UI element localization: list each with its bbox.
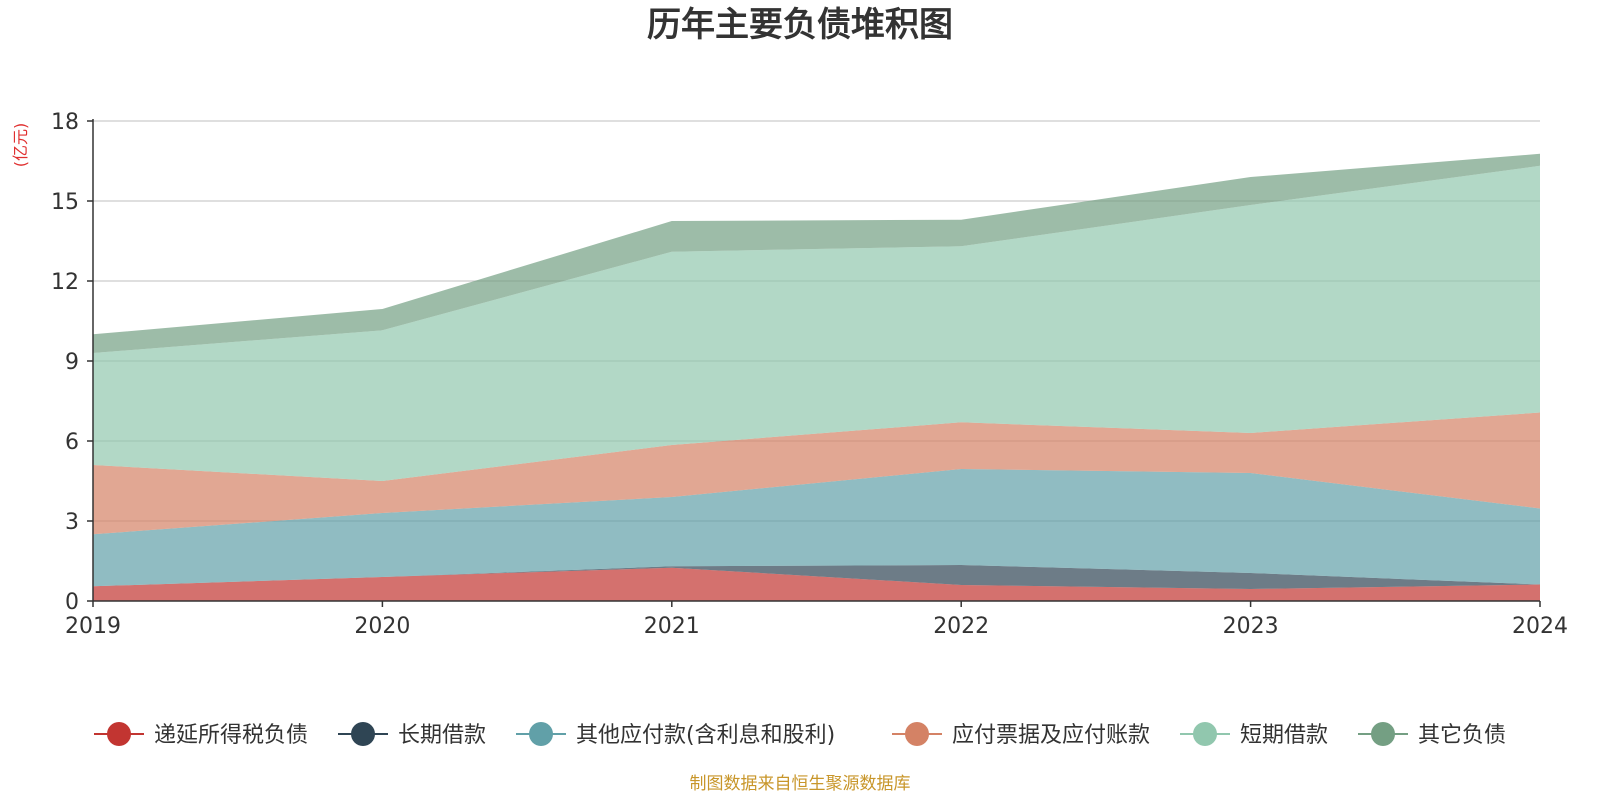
y-tick-label: 6 xyxy=(65,430,79,455)
legend-item-3[interactable]: 其他应付款(含利息和股利) xyxy=(516,722,835,748)
area-series-1 xyxy=(93,567,1540,601)
area-series-3 xyxy=(93,469,1540,587)
area-series-2 xyxy=(93,565,1540,589)
x-tick-label: 2022 xyxy=(933,614,989,639)
legend-label: 短期借款 xyxy=(1240,723,1328,748)
chart-title: 历年主要负债堆积图 xyxy=(647,5,953,45)
y-unit-label: (亿元) xyxy=(11,123,30,168)
legend-label: 其它负债 xyxy=(1418,723,1506,748)
source-note: 制图数据来自恒生聚源数据库 xyxy=(690,774,911,794)
legend-item-6[interactable]: 其它负债 xyxy=(1358,722,1506,748)
legend-label: 应付票据及应付账款 xyxy=(952,723,1150,748)
legend-marker-icon xyxy=(351,722,375,746)
area-series-5 xyxy=(93,165,1540,482)
x-tick-label: 2021 xyxy=(644,614,700,639)
y-tick-label: 0 xyxy=(65,590,79,615)
legend-item-1[interactable]: 递延所得税负债 xyxy=(94,722,308,748)
y-tick-label: 9 xyxy=(65,350,79,375)
legend-marker-icon xyxy=(529,722,553,746)
legend-label: 长期借款 xyxy=(398,723,486,748)
legend-marker-icon xyxy=(107,722,131,746)
x-tick-label: 2023 xyxy=(1223,614,1279,639)
y-tick-label: 3 xyxy=(65,510,79,535)
legend-item-4[interactable]: 应付票据及应付账款 xyxy=(892,722,1150,748)
legend-item-2[interactable]: 长期借款 xyxy=(338,722,486,748)
y-tick-label: 18 xyxy=(51,110,79,135)
x-tick-label: 2019 xyxy=(65,614,121,639)
legend: 递延所得税负债 长期借款 其他应付款(含利息和股利) 应付票据及应付账款 短期借款 其它负… xyxy=(94,722,1506,748)
y-tick-label: 15 xyxy=(51,190,79,215)
y-tick-label: 12 xyxy=(51,270,79,295)
legend-label: 递延所得税负债 xyxy=(154,723,308,748)
legend-marker-icon xyxy=(905,722,929,746)
x-tick-label: 2020 xyxy=(354,614,410,639)
legend-marker-icon xyxy=(1193,722,1217,746)
legend-item-5[interactable]: 短期借款 xyxy=(1180,722,1328,748)
axes: 0 3 6 9 12 15 18 2019 2020 2021 2022 2023 2024 xyxy=(51,110,1568,639)
stacked-areas xyxy=(93,153,1540,601)
area-series-6 xyxy=(93,153,1540,353)
legend-marker-icon xyxy=(1371,722,1395,746)
legend-label: 其他应付款(含利息和股利) xyxy=(576,723,835,748)
area-series-4 xyxy=(93,412,1540,535)
x-tick-label: 2024 xyxy=(1512,614,1568,639)
